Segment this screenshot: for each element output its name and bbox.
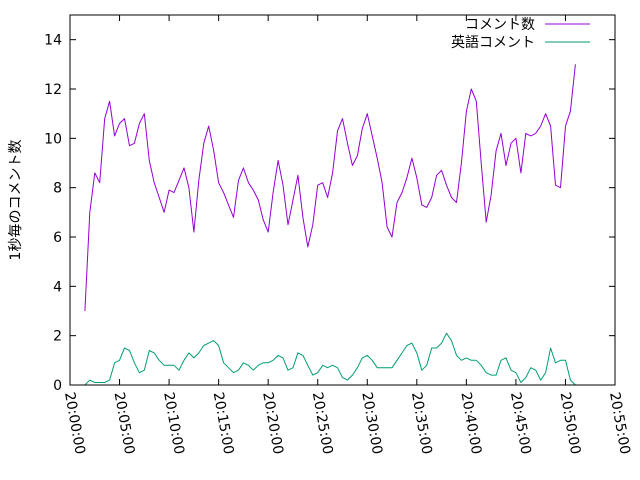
x-tick-label: 20:35:00 xyxy=(408,391,435,456)
x-tick-label: 20:45:00 xyxy=(507,391,534,456)
y-tick-label: 10 xyxy=(44,131,62,147)
y-tick-label: 14 xyxy=(44,33,62,49)
x-tick-label: 20:05:00 xyxy=(111,391,138,456)
x-tick-label: 20:10:00 xyxy=(160,391,187,456)
x-tick-label: 20:15:00 xyxy=(210,391,237,456)
plot-frame xyxy=(69,14,616,386)
x-tick-label: 20:30:00 xyxy=(358,391,385,456)
y-tick-label: 4 xyxy=(53,279,62,295)
x-tick-label: 20:25:00 xyxy=(309,391,336,456)
x-tick-label: 20:50:00 xyxy=(557,391,584,456)
y-tick-label: 0 xyxy=(53,378,62,394)
x-tick-label: 20:55:00 xyxy=(606,391,633,456)
legend-label-1: 英語コメント xyxy=(451,34,535,51)
series-line-1 xyxy=(84,332,576,386)
y-axis-label: 1秒毎のコメント数 xyxy=(8,140,24,261)
series-line-0 xyxy=(84,64,576,312)
y-tick-label: 8 xyxy=(53,181,62,197)
y-tick-label: 12 xyxy=(44,82,62,98)
y-tick-label: 6 xyxy=(53,230,62,246)
legend-label-0: コメント数 xyxy=(465,17,535,33)
axis-ticks: 0 2 4 6 8 10 12 14 20:00:00 20:05:00 20:10:00 20:15… xyxy=(44,15,633,456)
x-tick-label: 20:20:00 xyxy=(259,391,286,456)
x-tick-label: 20:40:00 xyxy=(457,391,484,456)
series-lines xyxy=(84,64,576,386)
y-tick-label: 2 xyxy=(53,329,62,345)
x-tick-label: 20:00:00 xyxy=(61,391,88,456)
